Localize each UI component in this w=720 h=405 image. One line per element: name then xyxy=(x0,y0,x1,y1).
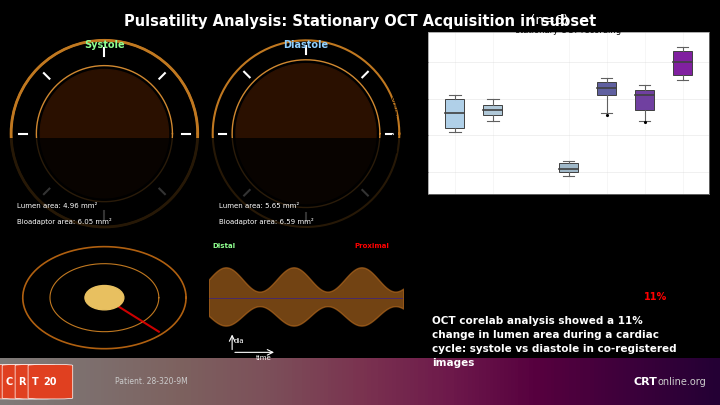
Y-axis label: Lumen Change, mm²: Lumen Change, mm² xyxy=(391,73,400,153)
FancyBboxPatch shape xyxy=(15,364,55,399)
Text: OCT corelab analysis showed a 11%
change in lumen area during a cardiac
cycle: s: OCT corelab analysis showed a 11% change… xyxy=(432,316,677,368)
Text: (n=6): (n=6) xyxy=(526,14,568,27)
Text: Lumen area: 5.65 mm²: Lumen area: 5.65 mm² xyxy=(219,202,299,209)
FancyBboxPatch shape xyxy=(559,164,578,172)
FancyBboxPatch shape xyxy=(598,83,616,95)
Circle shape xyxy=(40,70,168,198)
Text: - stationary OCT recording -: - stationary OCT recording - xyxy=(510,26,627,35)
Text: Proximal: Proximal xyxy=(355,243,390,249)
Text: Lumen area: 4.96 mm²: Lumen area: 4.96 mm² xyxy=(17,202,97,209)
FancyBboxPatch shape xyxy=(446,99,464,128)
Text: time: time xyxy=(256,355,271,361)
Text: Pulsatility Analysis: Stationary OCT Acquisition in subset: Pulsatility Analysis: Stationary OCT Acq… xyxy=(124,14,596,29)
Text: Bioadaptor area: 6.59 mm²: Bioadaptor area: 6.59 mm² xyxy=(219,217,313,225)
FancyBboxPatch shape xyxy=(2,364,42,399)
FancyBboxPatch shape xyxy=(150,138,462,289)
FancyBboxPatch shape xyxy=(28,364,73,399)
Text: R: R xyxy=(19,377,26,387)
Text: T: T xyxy=(32,377,39,387)
FancyBboxPatch shape xyxy=(0,364,30,399)
Circle shape xyxy=(85,286,124,310)
Text: dia: dia xyxy=(234,339,245,344)
Text: C: C xyxy=(6,377,13,387)
Title: Change in Lumen Area, mm²: Change in Lumen Area, mm² xyxy=(480,8,657,18)
Text: 20: 20 xyxy=(44,377,57,387)
Circle shape xyxy=(236,64,376,204)
Text: Distal: Distal xyxy=(212,243,236,249)
Text: 95% predictive interval relative to the mean:: 95% predictive interval relative to the … xyxy=(432,292,655,302)
FancyBboxPatch shape xyxy=(0,138,260,289)
Text: Bioadaptor area: 6.05 mm²: Bioadaptor area: 6.05 mm² xyxy=(17,217,112,225)
Text: online.org: online.org xyxy=(657,377,706,387)
Text: CRT: CRT xyxy=(634,377,657,387)
FancyBboxPatch shape xyxy=(673,51,692,75)
FancyBboxPatch shape xyxy=(635,90,654,110)
FancyBboxPatch shape xyxy=(483,104,503,115)
Text: Patient. 28-320-9M: Patient. 28-320-9M xyxy=(115,377,188,386)
X-axis label: Patient ID: Patient ID xyxy=(545,219,593,229)
Text: 11%: 11% xyxy=(644,292,667,302)
Text: Systole: Systole xyxy=(84,40,125,50)
Text: Diastole: Diastole xyxy=(284,40,328,50)
